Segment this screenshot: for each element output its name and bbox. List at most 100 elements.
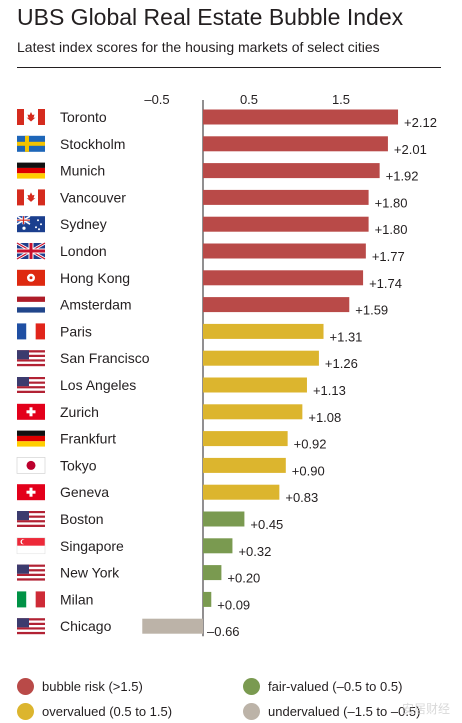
usa-flag-icon xyxy=(17,350,45,367)
singapore-flag-icon xyxy=(16,537,46,555)
bar xyxy=(203,404,303,420)
france-flag-icon xyxy=(17,323,45,340)
italy-flag-icon xyxy=(17,591,45,608)
category-label: San Francisco xyxy=(60,350,150,366)
value-label: +1.31 xyxy=(330,329,363,344)
axis-tick-label: 0.5 xyxy=(240,92,258,107)
category-label: New York xyxy=(60,565,120,581)
category-label: Frankfurt xyxy=(60,431,116,447)
value-label: +2.01 xyxy=(394,142,427,157)
bar xyxy=(142,618,203,634)
chart-subtitle: Latest index scores for the housing mark… xyxy=(17,39,380,55)
category-label: Munich xyxy=(60,163,105,179)
usa-flag-icon xyxy=(17,564,45,581)
value-label: –0.66 xyxy=(207,624,240,639)
legend-label-bubble: bubble risk (>1.5) xyxy=(42,679,143,694)
bar xyxy=(203,565,222,581)
value-label: +0.09 xyxy=(217,597,250,612)
bar xyxy=(203,323,324,339)
legend-dot-under xyxy=(243,703,260,720)
legend-label-over: overvalued (0.5 to 1.5) xyxy=(42,704,173,719)
bar xyxy=(203,591,212,607)
axis-tick-label: 1.5 xyxy=(332,92,350,107)
category-label: Los Angeles xyxy=(60,377,136,393)
bar xyxy=(203,136,388,152)
bar xyxy=(203,457,286,473)
value-label: +1.08 xyxy=(308,410,341,425)
value-label: +0.92 xyxy=(294,437,327,452)
category-label: Chicago xyxy=(60,618,112,634)
bar xyxy=(203,297,350,313)
value-label: +0.90 xyxy=(292,463,325,478)
watermark: 安居财经 xyxy=(401,702,450,716)
title-divider xyxy=(17,67,441,68)
bar xyxy=(203,484,280,500)
usa-flag-icon xyxy=(17,511,45,527)
category-label: Boston xyxy=(60,511,104,527)
value-label: +1.80 xyxy=(375,195,408,210)
value-label: +1.74 xyxy=(369,276,402,291)
usa-flag-icon xyxy=(17,377,45,393)
bar xyxy=(203,189,369,205)
bar xyxy=(203,243,366,259)
category-label: Toronto xyxy=(60,109,107,125)
legend-item-bubble: bubble risk (>1.5) xyxy=(17,678,143,695)
category-label: Stockholm xyxy=(60,136,125,152)
value-label: +0.20 xyxy=(227,571,260,586)
bar xyxy=(203,350,319,366)
switzerland-flag-icon xyxy=(17,403,45,420)
value-label: +1.92 xyxy=(386,169,419,184)
value-label: +1.77 xyxy=(372,249,405,264)
category-label: Geneva xyxy=(60,484,109,500)
value-label: +1.13 xyxy=(313,383,346,398)
switzerland-flag-icon xyxy=(17,484,45,501)
sweden-flag-icon xyxy=(17,135,45,152)
japan-flag-icon xyxy=(16,457,46,474)
category-label: Hong Kong xyxy=(60,270,130,286)
usa-flag-icon xyxy=(17,618,45,635)
bar xyxy=(203,270,364,286)
bar xyxy=(203,216,369,232)
netherlands-flag-icon xyxy=(17,296,45,313)
australia-flag-icon xyxy=(16,215,45,233)
bar xyxy=(203,377,307,393)
category-label: Singapore xyxy=(60,538,124,554)
legend-dot-bubble xyxy=(17,678,34,695)
bar xyxy=(203,109,399,125)
legend-dot-fair xyxy=(243,678,260,695)
legend-item-over: overvalued (0.5 to 1.5) xyxy=(17,703,172,720)
legend-dot-over xyxy=(17,703,34,720)
legend: bubble risk (>1.5) fair-valued (–0.5 to … xyxy=(17,678,447,722)
value-label: +1.80 xyxy=(375,222,408,237)
category-label: London xyxy=(60,243,107,259)
bar xyxy=(203,163,380,179)
bar-chart: –0.5 0.5 1.5 Toronto +2.12 Stockholm +2.01 Muni… xyxy=(16,92,437,639)
germany-flag-icon xyxy=(17,430,45,447)
category-label: Tokyo xyxy=(60,457,97,473)
uk-flag-icon xyxy=(16,241,46,261)
value-label: +1.26 xyxy=(325,356,358,371)
category-label: Paris xyxy=(60,323,92,339)
category-label: Milan xyxy=(60,591,93,607)
legend-label-fair: fair-valued (–0.5 to 0.5) xyxy=(268,679,403,694)
canada-flag-icon xyxy=(17,109,45,125)
legend-label-under: undervalued (–1.5 to –0.5) xyxy=(268,704,421,719)
value-label: +2.12 xyxy=(404,115,437,130)
canada-flag-icon xyxy=(17,189,45,206)
category-label: Vancouver xyxy=(60,189,126,205)
value-label: +0.45 xyxy=(250,517,283,532)
category-label: Amsterdam xyxy=(60,297,132,313)
bar xyxy=(203,431,288,447)
category-label: Sydney xyxy=(60,216,107,232)
value-label: +0.83 xyxy=(285,490,318,505)
bar xyxy=(203,538,233,554)
legend-item-fair: fair-valued (–0.5 to 0.5) xyxy=(243,678,402,695)
legend-item-under: undervalued (–1.5 to –0.5) xyxy=(243,703,421,720)
value-label: +0.32 xyxy=(238,544,271,559)
category-label: Zurich xyxy=(60,404,99,420)
value-label: +1.59 xyxy=(355,303,388,318)
axis-tick-label: –0.5 xyxy=(144,92,169,107)
hong-kong-flag-icon xyxy=(17,269,45,286)
bar xyxy=(203,511,245,527)
chart-title: UBS Global Real Estate Bubble Index xyxy=(17,4,404,30)
